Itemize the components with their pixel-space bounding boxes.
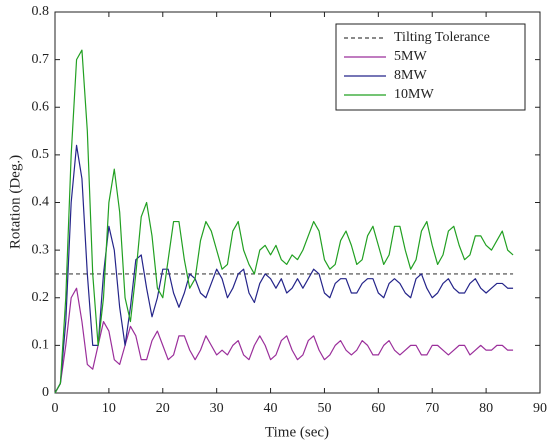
x-tick-label: 30 — [210, 401, 224, 416]
x-tick-label: 10 — [102, 401, 116, 416]
y-tick-label: 0.4 — [32, 195, 50, 210]
x-tick-label: 20 — [156, 401, 170, 416]
x-tick-label: 60 — [371, 401, 385, 416]
legend-label: Tilting Tolerance — [394, 30, 490, 45]
x-axis-label: Time (sec) — [265, 424, 329, 440]
x-tick-label: 90 — [533, 401, 547, 416]
y-tick-label: 0.5 — [32, 147, 50, 162]
x-tick-label: 40 — [264, 401, 278, 416]
series-line — [54, 49, 514, 394]
x-tick-label: 70 — [425, 401, 439, 416]
legend-label: 8MW — [394, 68, 427, 83]
x-tick-label: 50 — [317, 401, 331, 416]
y-tick-label: 0.1 — [32, 338, 50, 353]
series-line — [54, 144, 514, 394]
y-tick-label: 0.8 — [32, 4, 50, 19]
y-tick-label: 0 — [42, 385, 49, 400]
y-tick-label: 0.6 — [32, 99, 50, 114]
series-line — [54, 287, 514, 394]
y-tick-label: 0.3 — [32, 242, 50, 257]
y-tick-label: 0.2 — [32, 290, 50, 305]
legend-label: 10MW — [394, 87, 434, 102]
legend-label: 5MW — [394, 49, 427, 64]
y-tick-label: 0.7 — [32, 52, 50, 67]
x-tick-label: 80 — [479, 401, 493, 416]
x-tick-label: 0 — [52, 401, 59, 416]
y-axis-label: Rotation (Deg.) — [7, 155, 23, 249]
